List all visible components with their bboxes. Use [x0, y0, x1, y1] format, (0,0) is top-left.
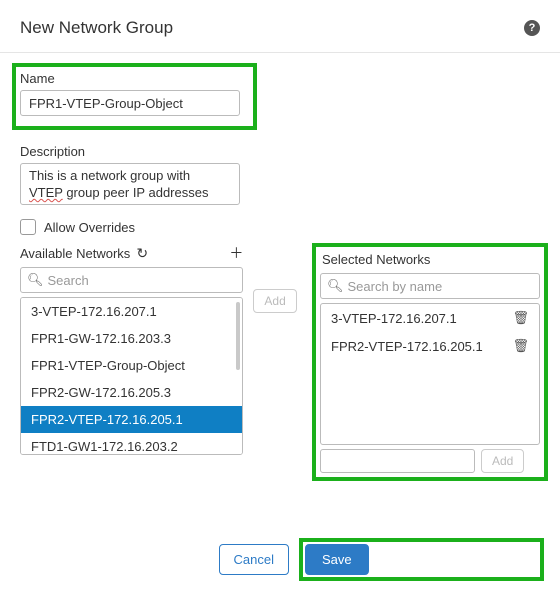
- list-item[interactable]: 3-VTEP-172.16.207.1 🗑︎: [321, 304, 539, 332]
- available-list[interactable]: 3-VTEP-172.16.207.1 FPR1-GW-172.16.203.3…: [20, 297, 243, 455]
- available-header-label: Available Networks: [20, 246, 130, 261]
- description-section: Description This is a network group with…: [20, 144, 540, 205]
- selected-header: Selected Networks: [318, 249, 542, 269]
- available-search-box[interactable]: 🔍︎: [20, 267, 243, 293]
- delete-icon[interactable]: 🗑︎: [512, 310, 529, 326]
- name-highlight-box: Name: [12, 63, 257, 130]
- cancel-button[interactable]: Cancel: [219, 544, 289, 575]
- dialog-title: New Network Group: [20, 18, 173, 38]
- selected-item-label: FPR2-VTEP-172.16.205.1: [331, 339, 483, 354]
- save-highlight-box: Save: [299, 538, 544, 581]
- networks-section: Available Networks ↻ ＋ 🔍︎ 3-VTEP-172.16.…: [20, 243, 540, 481]
- list-item[interactable]: FTD1-GW1-172.16.203.2: [21, 433, 242, 455]
- dialog-header: New Network Group ?: [0, 0, 560, 53]
- desc-line1: This is a network group with: [29, 168, 190, 183]
- help-icon[interactable]: ?: [524, 20, 540, 36]
- available-header: Available Networks ↻ ＋: [20, 243, 243, 263]
- list-item[interactable]: 3-VTEP-172.16.207.1: [21, 298, 242, 325]
- dialog-footer: Cancel Save: [219, 538, 544, 581]
- add-network-icon[interactable]: ＋: [229, 243, 243, 263]
- delete-icon[interactable]: 🗑︎: [512, 338, 529, 354]
- name-input[interactable]: [20, 90, 240, 116]
- allow-overrides-label: Allow Overrides: [44, 220, 135, 235]
- selected-search-box[interactable]: 🔍︎: [320, 273, 540, 299]
- add-selected-row: Add: [320, 449, 540, 473]
- transfer-column: Add: [253, 243, 302, 313]
- allow-overrides-checkbox[interactable]: [20, 219, 36, 235]
- selected-search-input[interactable]: [348, 279, 533, 294]
- scrollbar[interactable]: [236, 302, 240, 370]
- description-input[interactable]: This is a network group with VTEP group …: [20, 163, 240, 205]
- selected-highlight-box: Selected Networks 🔍︎ 3-VTEP-172.16.207.1…: [312, 243, 548, 481]
- desc-line2-squiggle: VTEP: [29, 185, 63, 200]
- description-label: Description: [20, 144, 540, 159]
- name-label: Name: [20, 71, 245, 86]
- desc-line2-rest: group peer IP addresses: [63, 185, 209, 200]
- search-icon: 🔍︎: [327, 278, 344, 294]
- selected-item-label: 3-VTEP-172.16.207.1: [331, 311, 457, 326]
- search-icon: 🔍︎: [27, 272, 44, 288]
- list-item[interactable]: FPR1-VTEP-Group-Object: [21, 352, 242, 379]
- refresh-icon[interactable]: ↻: [136, 245, 148, 262]
- selected-networks-column: Selected Networks 🔍︎ 3-VTEP-172.16.207.1…: [312, 243, 540, 481]
- add-selected-input[interactable]: [320, 449, 475, 473]
- selected-header-label: Selected Networks: [322, 252, 430, 267]
- list-item[interactable]: FPR2-VTEP-172.16.205.1: [21, 406, 242, 433]
- available-networks-column: Available Networks ↻ ＋ 🔍︎ 3-VTEP-172.16.…: [20, 243, 243, 455]
- list-item[interactable]: FPR2-GW-172.16.205.3: [21, 379, 242, 406]
- list-item[interactable]: FPR2-VTEP-172.16.205.1 🗑︎: [321, 332, 539, 360]
- add-selected-button[interactable]: Add: [481, 449, 524, 473]
- add-to-selected-button[interactable]: Add: [253, 289, 296, 313]
- list-item[interactable]: FPR1-GW-172.16.203.3: [21, 325, 242, 352]
- save-button[interactable]: Save: [305, 544, 369, 575]
- dialog-body: Name Description This is a network group…: [0, 53, 560, 481]
- selected-list[interactable]: 3-VTEP-172.16.207.1 🗑︎ FPR2-VTEP-172.16.…: [320, 303, 540, 445]
- allow-overrides-row[interactable]: Allow Overrides: [20, 219, 540, 235]
- available-search-input[interactable]: [48, 273, 237, 288]
